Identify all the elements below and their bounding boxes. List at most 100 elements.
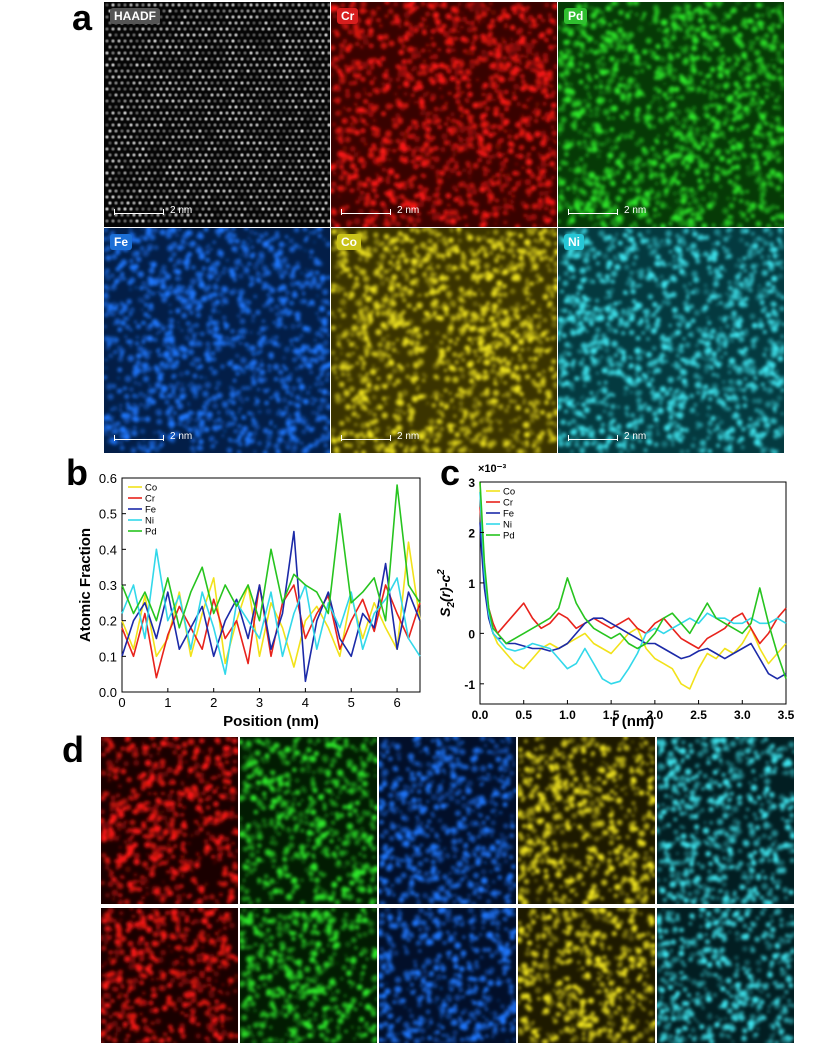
scale-bar-line (568, 209, 618, 215)
x-tick-label: 3.0 (734, 708, 751, 722)
legend-label: Pd (145, 527, 157, 538)
scale-bar-text: 2 nm (624, 205, 647, 216)
zoomed-map-texture (101, 908, 238, 1043)
eds-map-texture (558, 2, 784, 227)
x-tick-label: 2.0 (647, 708, 664, 722)
scale-bar-text: 2 nm (624, 431, 647, 442)
y-tick-label: 1 (468, 577, 475, 591)
y-tick-label: 0.2 (99, 614, 117, 629)
zoomed-map-texture (101, 737, 238, 904)
zoomed-map-texture (379, 908, 516, 1043)
zoomed-map-texture (379, 737, 516, 904)
y-tick-label: 0.6 (99, 471, 117, 486)
scale-bar-text: 2 nm (397, 431, 420, 442)
zoomed-map-texture (518, 737, 655, 904)
x-tick-label: 1.0 (559, 708, 576, 722)
zoomed-map-tile (101, 908, 238, 1043)
x-tick-label: 1.5 (603, 708, 620, 722)
y-axis-label-s: S (437, 607, 453, 617)
series-line-cr (121, 584, 421, 679)
scale-bar-line (114, 209, 164, 215)
y-tick-label: 3 (468, 476, 475, 490)
y-tick-label: 0 (468, 627, 475, 641)
y-tick-label: 0.0 (99, 685, 117, 700)
x-axis-label: Position (nm) (223, 713, 319, 730)
zoomed-map-tile (101, 737, 238, 904)
y-tick-label: 0.1 (99, 649, 117, 664)
eds-map-haadf: HAADF 2 nm (104, 2, 330, 227)
zoomed-map-tile (240, 908, 377, 1043)
zoomed-map-texture (240, 908, 377, 1043)
series-line-pd (121, 484, 421, 629)
legend-label: Pd (503, 531, 515, 542)
zoomed-map-tile (657, 908, 794, 1043)
x-tick-label: 1 (164, 695, 171, 710)
eds-map-texture (558, 228, 784, 453)
eds-map-co: Co 2 nm (331, 228, 557, 453)
y-axis-label-mid: (r)-c (437, 575, 453, 602)
eds-map-cr: Cr 2 nm (331, 2, 557, 227)
scale-bar-line (341, 209, 391, 215)
eds-map-fe: Fe 2 nm (104, 228, 330, 453)
series-line-pd (479, 481, 787, 680)
correlation-chart: 0.0 0.5 1.0 1.5 2.0 2.5 3.0 3.5 -1 0 1 2 3 Co Cr Fe Ni Pd… (430, 458, 800, 732)
eds-map-texture (104, 2, 330, 227)
legend-label: Co (503, 487, 515, 498)
scale-bar-line (341, 435, 391, 441)
zoomed-map-texture (240, 737, 377, 904)
zoomed-map-texture (657, 908, 794, 1043)
x-tick-label: 0 (118, 695, 125, 710)
x-tick-label: 2 (210, 695, 217, 710)
scale-bar-line (568, 435, 618, 441)
eds-map-texture (331, 2, 557, 227)
series-line-ni (479, 492, 787, 685)
y-tick-label: 0.5 (99, 507, 117, 522)
series-line-cr (479, 507, 787, 650)
eds-map-pd: Pd 2 nm (558, 2, 784, 227)
legend-label: Fe (503, 509, 514, 520)
legend-label: Ni (145, 516, 154, 527)
legend-label: Ni (503, 520, 512, 531)
series-line-fe (479, 522, 787, 680)
legend-label: Cr (145, 494, 155, 505)
y-axis-label-sub: 2 (446, 602, 457, 609)
eds-map-label: Co (337, 234, 361, 250)
zoomed-map-tile (518, 737, 655, 904)
eds-map-texture (331, 228, 557, 453)
y-axis-label: S2(r)-c2 (436, 569, 457, 617)
y-axis-label-sup: 2 (436, 569, 447, 576)
zoomed-map-texture (518, 908, 655, 1043)
y-axis-label: Atomic Fraction (77, 528, 94, 642)
x-tick-label: 0.5 (515, 708, 532, 722)
series-line-co (479, 481, 787, 690)
plot-frame (479, 481, 787, 705)
scale-bar-line (114, 435, 164, 441)
y-tick-label: 0.3 (99, 578, 117, 593)
eds-map-label: Cr (337, 8, 359, 24)
atomic-fraction-chart: 0 1 2 3 4 5 6 0.0 0.1 0.2 0.3 0.4 0.5 0.6 Co Cr Fe Ni Pd Po… (70, 470, 430, 732)
scale-bar-text: 2 nm (170, 205, 193, 216)
eds-map-texture (104, 228, 330, 453)
eds-map-label: Pd (564, 8, 588, 24)
zoomed-map-tile (379, 908, 516, 1043)
x-tick-label: 2.5 (690, 708, 707, 722)
y-tick-label: 0.4 (99, 542, 117, 557)
y-tick-label: -1 (464, 678, 475, 692)
eds-map-label: Fe (110, 234, 133, 250)
legend-label: Co (145, 483, 157, 494)
eds-map-ni: Ni 2 nm (558, 228, 784, 453)
x-tick-label: 0.0 (472, 708, 489, 722)
zoomed-map-texture (657, 737, 794, 904)
x-tick-label: 5 (348, 695, 355, 710)
zoomed-map-tile (657, 737, 794, 904)
panel-label-a: a (72, 0, 93, 38)
series-line-ni (121, 548, 421, 675)
x-tick-label: 6 (393, 695, 400, 710)
eds-map-label: HAADF (110, 8, 160, 24)
scale-bar-text: 2 nm (170, 431, 193, 442)
legend-label: Fe (145, 505, 156, 516)
series-line-co (121, 541, 421, 668)
panel-label-b: b (66, 452, 88, 493)
eds-map-label: Ni (564, 234, 584, 250)
